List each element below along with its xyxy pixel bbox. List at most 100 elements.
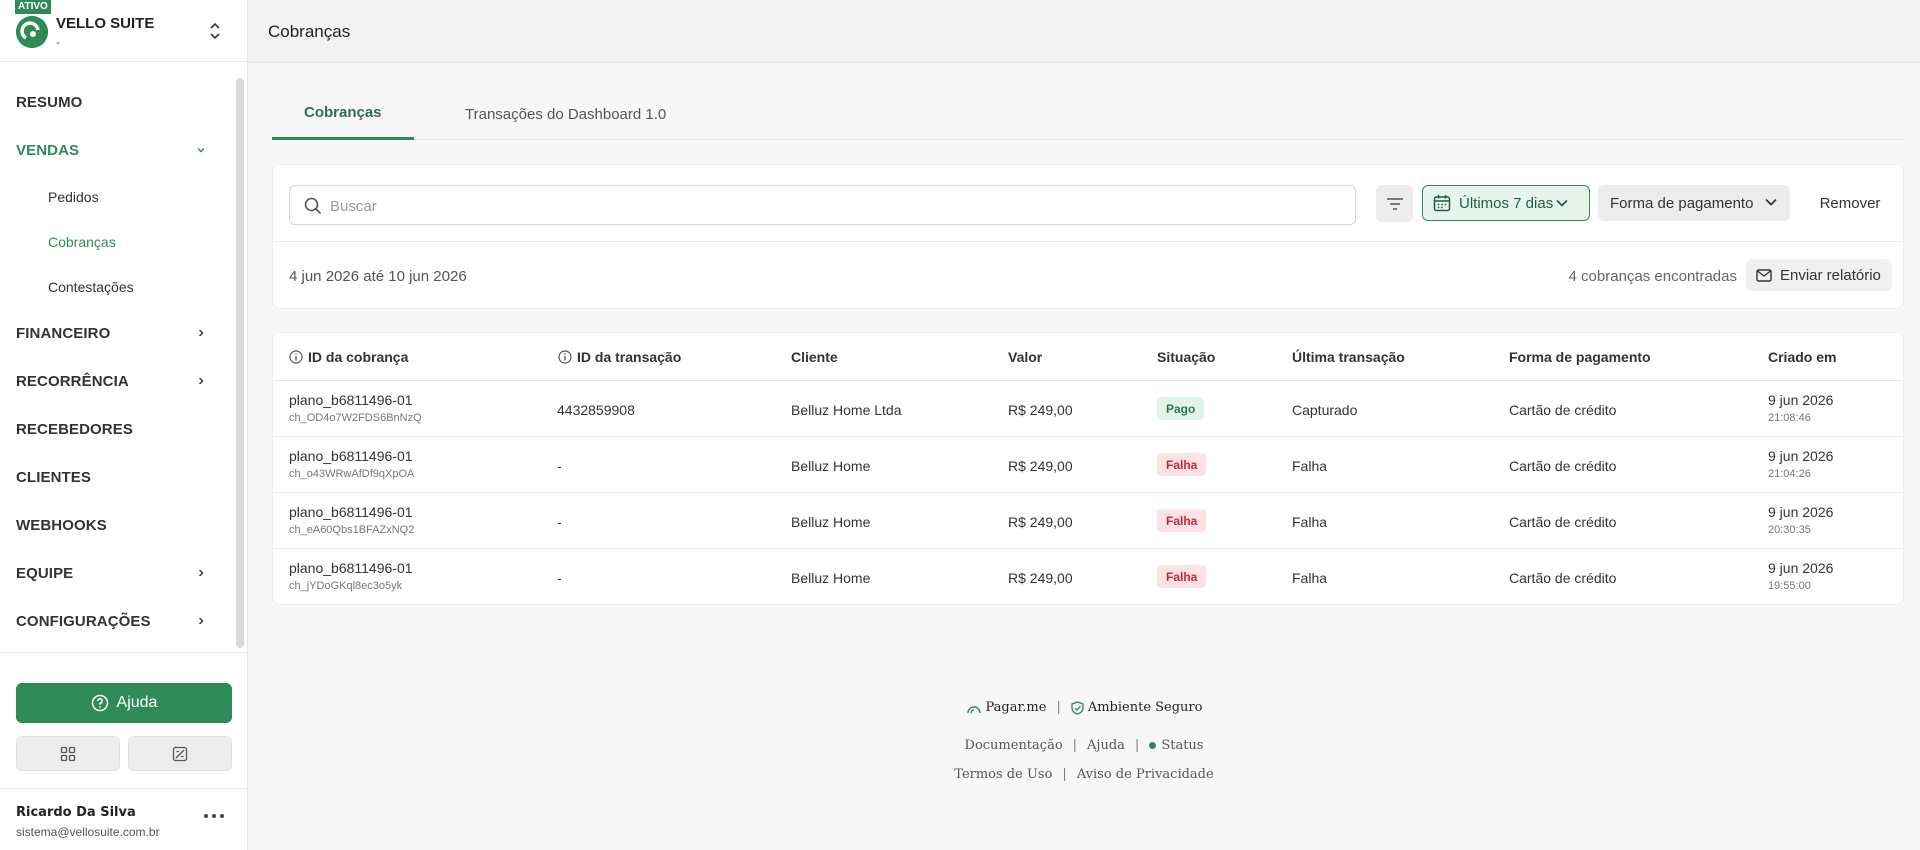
filter-button[interactable]	[1376, 185, 1413, 222]
status-dot-icon	[1149, 742, 1157, 749]
more-horizontal-icon[interactable]	[202, 811, 226, 821]
sidebar-item-resumo[interactable]: RESUMO	[0, 78, 236, 126]
column-header-status[interactable]: Situação	[1157, 349, 1216, 365]
payment-method: Cartão de crédito	[1509, 570, 1617, 586]
tab-transacoes-dashboard[interactable]: Transações do Dashboard 1.0	[433, 96, 698, 140]
secure-label: Ambiente Seguro	[1087, 700, 1203, 715]
status-link[interactable]: Status	[1149, 738, 1203, 753]
status-badge: Pago	[1157, 397, 1205, 420]
table-row[interactable]: plano_b6811496-01 ch_o43WRwAfDf9qXpOA - B…	[273, 437, 1903, 493]
client-name: Belluz Home	[791, 458, 871, 474]
apps-grid-button[interactable]	[16, 736, 120, 771]
created-time: 20:30:35	[1768, 524, 1811, 536]
pagarme-brand[interactable]: Pagar.me	[966, 700, 1046, 715]
org-logo-icon	[16, 16, 48, 48]
privacy-link[interactable]: Aviso de Privacidade	[1076, 767, 1214, 782]
search-box	[289, 185, 1356, 225]
sidebar-subitem-label: Cobranças	[48, 233, 116, 250]
search-icon	[304, 197, 322, 215]
info-icon	[558, 350, 572, 364]
chevron-right-icon	[199, 377, 204, 385]
period-range: 4 jun 2026 até 10 jun 2026	[289, 268, 467, 285]
sidebar-subitem-contestacoes[interactable]: Contestações	[0, 264, 236, 309]
sidebar: ATIVO VELLO SUITE - RESUMO VENDAS Pedido…	[0, 0, 248, 850]
help-button[interactable]: Ajuda	[16, 683, 232, 723]
search-input[interactable]	[330, 194, 1330, 218]
table-header: ID da cobrança ID da transação Cliente V…	[273, 333, 1903, 381]
sidebar-item-webhooks[interactable]: WEBHOOKS	[0, 501, 236, 549]
charge-id: plano_b6811496-01	[289, 560, 413, 576]
column-header-last-transaction[interactable]: Última transação	[1292, 349, 1405, 365]
tab-cobrancas[interactable]: Cobranças	[272, 96, 414, 140]
tab-label: Transações do Dashboard 1.0	[465, 105, 667, 123]
sidebar-item-label: RECORRÊNCIA	[16, 372, 129, 390]
sidebar-item-label: VENDAS	[16, 141, 80, 159]
charge-value: R$ 249,00	[1008, 458, 1073, 474]
sidebar-item-recebedores[interactable]: RECEBEDORES	[0, 405, 236, 453]
remove-filters-button[interactable]: Remover	[1819, 194, 1881, 212]
column-header-value[interactable]: Valor	[1008, 349, 1043, 365]
sidebar-item-label: RECEBEDORES	[16, 420, 133, 438]
column-header-charge-id[interactable]: ID da cobrança	[289, 349, 408, 365]
terms-link[interactable]: Termos de Uso	[954, 767, 1053, 782]
sidebar-subitem-label: Pedidos	[48, 188, 99, 205]
charge-id: plano_b6811496-01	[289, 392, 413, 408]
payment-method: Cartão de crédito	[1509, 514, 1617, 530]
calculator-button[interactable]	[128, 736, 232, 771]
footer-links-row: Documentação | Ajuda | Status	[248, 738, 1920, 753]
sidebar-subitem-cobrancas[interactable]: Cobranças	[0, 219, 236, 264]
sidebar-item-recorrencia[interactable]: RECORRÊNCIA	[0, 357, 236, 405]
sidebar-item-label: FINANCEIRO	[16, 324, 111, 342]
created-date: 9 jun 2026	[1768, 448, 1834, 464]
created-at-cell: 9 jun 2026 19:55:00	[1768, 560, 1833, 592]
last-transaction: Falha	[1292, 514, 1328, 530]
status-badge: ATIVO	[15, 0, 51, 14]
results-count: 4 cobranças encontradas	[1568, 268, 1737, 285]
sidebar-scrollbar[interactable]	[236, 78, 244, 648]
org-switcher[interactable]: ATIVO VELLO SUITE -	[0, 0, 247, 62]
status-badge: Falha	[1157, 453, 1207, 476]
sidebar-item-clientes[interactable]: CLIENTES	[0, 453, 236, 501]
help-link[interactable]: Ajuda	[1087, 738, 1125, 753]
send-report-button[interactable]: Enviar relatório	[1746, 259, 1892, 291]
user-profile[interactable]: Ricardo Da Silva sistema@vellosuite.com.…	[0, 788, 248, 850]
status-badge: Falha	[1157, 565, 1207, 588]
sidebar-item-vendas[interactable]: VENDAS	[0, 126, 236, 174]
table-row[interactable]: plano_b6811496-01 ch_OD4o7W2FDS6BnNzQ 443…	[273, 381, 1903, 437]
sidebar-subitem-pedidos[interactable]: Pedidos	[0, 174, 236, 219]
sidebar-item-equipe[interactable]: EQUIPE	[0, 549, 236, 597]
column-header-payment-method[interactable]: Forma de pagamento	[1509, 349, 1651, 365]
column-header-transaction-id[interactable]: ID da transação	[558, 349, 681, 365]
charge-value: R$ 249,00	[1008, 570, 1073, 586]
sidebar-item-configuracoes[interactable]: CONFIGURAÇÕES	[0, 597, 236, 645]
chevron-right-icon	[199, 329, 204, 337]
help-button-label: Ajuda	[116, 694, 158, 711]
status-badge: Falha	[1157, 509, 1207, 532]
chevron-up-down-icon[interactable]	[207, 20, 223, 42]
payment-method-label: Forma de pagamento	[1610, 194, 1754, 212]
column-header-created-at[interactable]: Criado em	[1768, 349, 1837, 365]
table-row[interactable]: plano_b6811496-01 ch_eA60Qbs1BFAZxNQ2 - B…	[273, 493, 1903, 549]
created-at-cell: 9 jun 2026 21:08:46	[1768, 392, 1833, 424]
payment-method: Cartão de crédito	[1509, 402, 1617, 418]
sidebar-item-financeiro[interactable]: FINANCEIRO	[0, 309, 236, 357]
charge-id: plano_b6811496-01	[289, 448, 413, 464]
date-range-dropdown[interactable]: Últimos 7 dias	[1422, 185, 1590, 221]
created-time: 21:04:26	[1768, 468, 1811, 480]
column-header-client[interactable]: Cliente	[791, 349, 838, 365]
chevron-right-icon	[199, 569, 204, 577]
send-report-label: Enviar relatório	[1780, 266, 1881, 284]
sidebar-item-label: WEBHOOKS	[16, 516, 107, 534]
footer-legal-row: Termos de Uso | Aviso de Privacidade	[248, 767, 1920, 782]
footer-separator: |	[1062, 767, 1067, 782]
status-label: Status	[1161, 738, 1204, 753]
documentation-link[interactable]: Documentação	[964, 738, 1063, 753]
charge-value: R$ 249,00	[1008, 514, 1073, 530]
transaction-id: -	[557, 458, 562, 474]
transaction-id: 4432859908	[557, 402, 635, 418]
client-name: Belluz Home	[791, 570, 871, 586]
charge-id-cell: plano_b6811496-01 ch_o43WRwAfDf9qXpOA	[289, 448, 414, 480]
table-row[interactable]: plano_b6811496-01 ch_jYDoGKql8ec3o5yk - B…	[273, 549, 1903, 605]
page-footer: Pagar.me | Ambiente Seguro Documentação …	[248, 690, 1920, 800]
payment-method-dropdown[interactable]: Forma de pagamento	[1598, 185, 1790, 221]
